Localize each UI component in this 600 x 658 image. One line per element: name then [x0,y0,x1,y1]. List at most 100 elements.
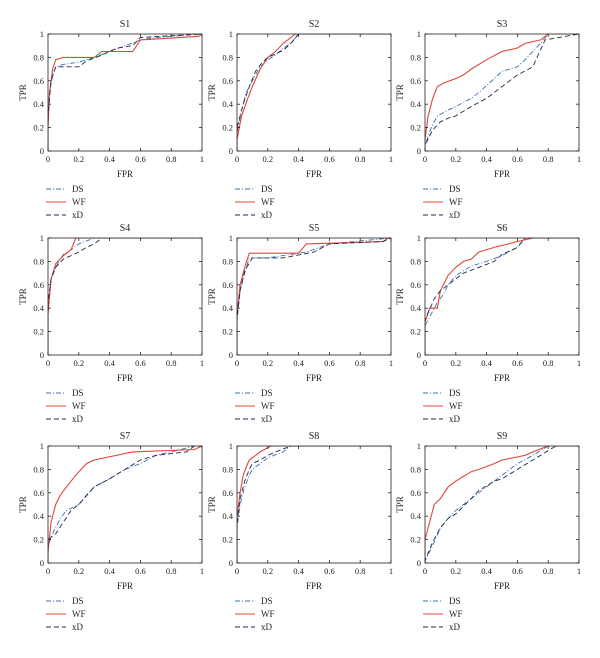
x-tick-label: 1 [389,358,393,368]
y-tick-label: 0.2 [222,327,233,337]
y-tick-label: 1 [417,29,421,39]
y-tick-label: 0.8 [410,52,421,62]
plot-frame [236,445,392,564]
x-tick-label: 0.4 [293,358,304,368]
y-tick-label: 0.8 [410,256,421,266]
x-tick-label: 1 [389,566,393,576]
y-axis-label: TPR [395,84,405,101]
legend: DS WF xD [46,184,86,220]
y-tick-label: 0.4 [222,99,233,109]
legend-label-ds: DS [449,596,461,606]
x-axis-label: FPR [306,169,322,179]
x-tick-label: 0 [46,358,50,368]
series-line-ds [237,238,391,355]
legend-label-xd: xD [449,622,461,632]
x-tick-label: 0 [235,358,239,368]
panel-title: S4 [120,223,131,234]
series-line-ds [425,238,579,355]
series-line-wf [48,34,202,151]
y-tick-label: 0.2 [410,123,421,133]
legend-label-ds: DS [72,184,84,194]
x-tick-label: 0.4 [104,566,115,576]
y-tick-label: 0.4 [222,511,233,521]
x-axis-label: FPR [494,581,510,591]
x-tick-label: 0.6 [512,358,523,368]
x-tick-label: 0.2 [450,566,461,576]
plot-frame [424,237,580,356]
x-tick-label: 0.6 [135,358,146,368]
panel-title: S1 [120,19,131,30]
y-tick-label: 0 [40,350,44,360]
series-line-wf [48,446,202,563]
x-tick-label: 0.6 [135,154,146,164]
panel-s4: S4 0 0.2 0.4 0.6 0.8 1 0 0.2 0.4 0.6 0.8 1 FPR TPR DS WF… [18,223,204,424]
legend-label-xd: xD [72,414,84,424]
x-axis-label: FPR [306,581,322,591]
series-line-wf [237,34,391,151]
x-tick-label: 1 [577,566,581,576]
x-axis-label: FPR [117,581,133,591]
plot-frame [47,33,203,152]
series-line-wf [237,446,391,563]
series-line-wf [425,238,579,355]
legend: DS WF xD [46,596,86,632]
legend-label-xd: xD [72,622,84,632]
panel-s5: S5 0 0.2 0.4 0.6 0.8 1 0 0.2 0.4 0.6 0.8 1 FPR TPR DS WF… [207,223,393,424]
y-tick-label: 0 [40,146,44,156]
series-line-wf [425,446,579,563]
x-axis-label: FPR [306,373,322,383]
panel-s8: S8 0 0.2 0.4 0.6 0.8 1 0 0.2 0.4 0.6 0.8 1 FPR TPR DS WF… [207,431,393,632]
legend-label-ds: DS [261,184,273,194]
x-tick-label: 0.2 [73,154,84,164]
legend: DS WF xD [235,388,275,424]
x-axis-label: FPR [117,169,133,179]
panel-title: S7 [120,431,131,442]
x-tick-label: 1 [577,358,581,368]
y-tick-label: 0.8 [33,256,44,266]
panel-title: S8 [309,431,320,442]
x-tick-label: 0.8 [166,154,177,164]
panel-s6: S6 0 0.2 0.4 0.6 0.8 1 0 0.2 0.4 0.6 0.8 1 FPR TPR DS WF… [395,223,581,424]
x-tick-label: 0.2 [73,358,84,368]
legend-label-ds: DS [72,388,84,398]
x-tick-label: 0.2 [450,154,461,164]
x-tick-label: 0.4 [481,566,492,576]
x-tick-label: 0.8 [355,154,366,164]
plot-frame [236,237,392,356]
y-axis-label: TPR [18,496,28,513]
y-tick-label: 1 [417,441,421,451]
y-axis-label: TPR [18,288,28,305]
x-tick-label: 1 [200,358,204,368]
x-tick-label: 0.4 [104,358,115,368]
series-line-xd [237,34,391,151]
y-tick-label: 0.6 [33,488,44,498]
x-tick-label: 0.2 [262,358,273,368]
y-tick-label: 0.4 [33,99,44,109]
legend-label-ds: DS [72,596,84,606]
series-line-ds [425,446,579,563]
y-tick-label: 0.4 [410,99,421,109]
y-tick-label: 0.2 [33,327,44,337]
series-line-xd [48,34,202,151]
y-tick-label: 1 [229,441,233,451]
panel-s7: S7 0 0.2 0.4 0.6 0.8 1 0 0.2 0.4 0.6 0.8 1 FPR TPR DS WF… [18,431,204,632]
x-tick-label: 0.4 [104,154,115,164]
legend: DS WF xD [423,184,463,220]
x-tick-label: 0.6 [512,566,523,576]
y-axis-label: TPR [207,84,217,101]
series-line-xd [237,446,391,563]
legend-label-wf: WF [72,401,86,411]
y-tick-label: 0.4 [33,511,44,521]
panel-s9: S9 0 0.2 0.4 0.6 0.8 1 0 0.2 0.4 0.6 0.8 1 FPR TPR DS WF… [395,431,581,632]
x-tick-label: 0.6 [135,566,146,576]
x-tick-label: 0.4 [293,154,304,164]
series-line-xd [48,238,202,355]
plot-frame [47,237,203,356]
y-tick-label: 0.6 [222,488,233,498]
y-tick-label: 1 [229,233,233,243]
legend-label-wf: WF [449,401,463,411]
y-tick-label: 0.4 [410,511,421,521]
y-tick-label: 0.2 [222,535,233,545]
x-tick-label: 0.4 [481,358,492,368]
